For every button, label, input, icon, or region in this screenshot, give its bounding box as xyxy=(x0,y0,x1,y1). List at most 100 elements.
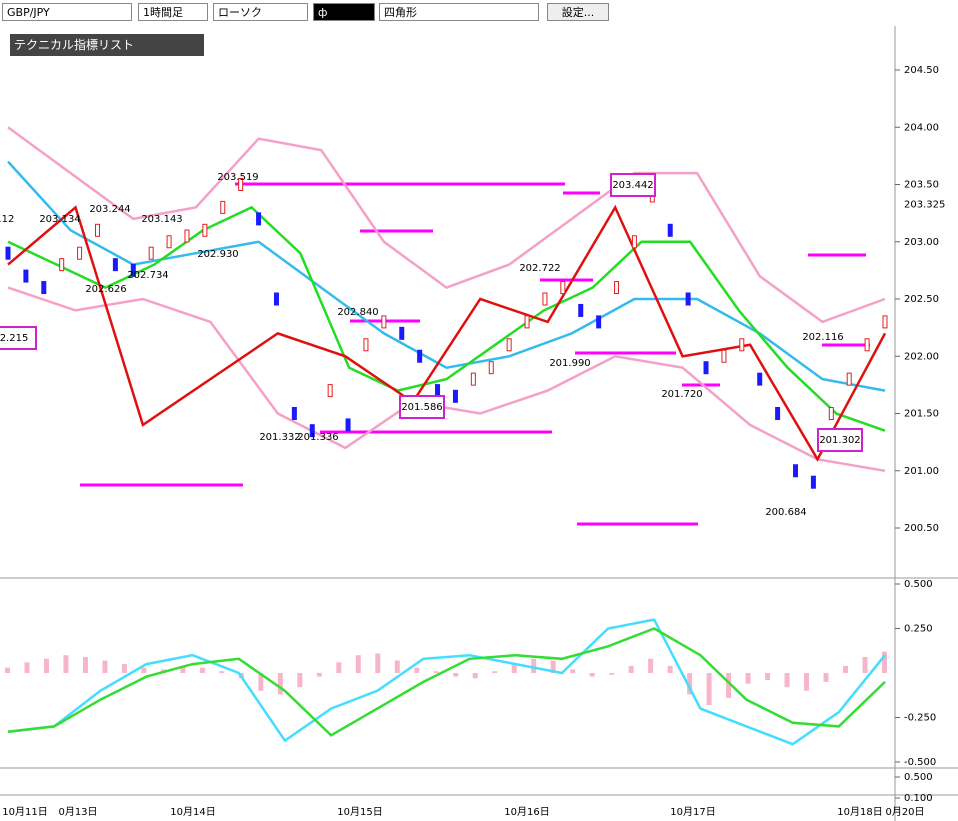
price-annotation: 201.990 xyxy=(549,358,590,369)
macd-bar xyxy=(394,660,400,673)
candle xyxy=(220,200,226,214)
price-annotation: 202.626 xyxy=(85,284,126,295)
signal-line xyxy=(7,627,886,737)
macd-bar xyxy=(765,673,771,681)
macd-line xyxy=(7,618,886,746)
candle xyxy=(685,292,691,306)
macd-bar xyxy=(43,658,49,673)
candle xyxy=(94,223,100,237)
candle xyxy=(452,389,458,403)
macd-bar xyxy=(121,664,127,673)
macd-bar xyxy=(667,665,673,673)
candle xyxy=(667,223,673,237)
candle xyxy=(793,464,799,478)
candle xyxy=(5,246,11,260)
candle xyxy=(864,338,870,352)
macd-bar xyxy=(5,667,10,673)
macd-bar xyxy=(375,653,381,673)
candle xyxy=(524,315,530,329)
candle xyxy=(828,407,834,420)
candle xyxy=(273,292,279,306)
candle xyxy=(77,246,83,260)
price-annotation: 202.722 xyxy=(519,263,560,274)
tool-select[interactable]: ф xyxy=(313,3,375,21)
macd-bar xyxy=(277,673,283,695)
macd-bar xyxy=(628,665,634,673)
macd-bar xyxy=(862,656,868,673)
price-label: 204.50 xyxy=(904,65,939,76)
macd-bar xyxy=(82,656,88,673)
macd-bar xyxy=(804,673,810,691)
price-label: 202.50 xyxy=(904,294,939,305)
macd-bar xyxy=(199,667,205,673)
price-label: 201.50 xyxy=(904,409,939,420)
macd-bar xyxy=(336,662,342,673)
price-annotation: 203.143 xyxy=(141,214,182,225)
candle xyxy=(470,372,476,386)
candle xyxy=(130,263,136,277)
band_upper-line xyxy=(7,126,886,324)
macd-bar xyxy=(726,673,732,698)
candle xyxy=(542,292,548,306)
candle xyxy=(739,338,745,352)
candle xyxy=(435,384,441,398)
price-annotation: 2.215 xyxy=(0,333,28,344)
settings-button[interactable]: 設定... xyxy=(547,3,609,21)
candle xyxy=(381,315,387,329)
macd-bar xyxy=(297,673,303,688)
candle xyxy=(166,235,172,249)
price-annotation: 202.734 xyxy=(127,270,168,281)
price-annotation: 200.684 xyxy=(765,507,806,518)
macd-bar xyxy=(609,673,615,675)
price-annotation: 203.244 xyxy=(89,204,130,215)
band_lower-line xyxy=(7,286,886,473)
macd-bar xyxy=(687,673,693,695)
macd-bar xyxy=(882,651,887,673)
macd-bar xyxy=(63,655,69,673)
candle xyxy=(703,361,709,375)
macd-bar xyxy=(24,662,30,673)
macd-bar xyxy=(745,673,751,684)
macd-bar xyxy=(843,665,849,673)
candle xyxy=(775,407,781,420)
label-box xyxy=(817,428,863,452)
timeframe-select[interactable]: 1時間足 xyxy=(138,3,208,21)
date-label: 10月11日 xyxy=(2,806,47,818)
candle xyxy=(112,258,118,272)
sub-label: 0.100 xyxy=(904,793,933,804)
price-annotation: 203.519 xyxy=(217,172,258,183)
macd-bar xyxy=(648,658,654,673)
candle xyxy=(23,269,29,283)
candle xyxy=(488,361,494,375)
macd-bar xyxy=(472,673,478,679)
macd-bar xyxy=(141,667,147,673)
oscillator-line xyxy=(7,204,887,462)
price-label: 204.00 xyxy=(904,122,939,133)
price-annotation: 203.134 xyxy=(39,214,80,225)
date-label: 10月14日 xyxy=(170,806,215,818)
macd-bar xyxy=(784,673,790,688)
ma_slow-line xyxy=(7,160,886,392)
indicator-panel[interactable]: テクニカル指標リスト xyxy=(10,34,204,56)
macd-label: 0.500 xyxy=(904,579,933,590)
candle xyxy=(41,281,47,295)
label-box xyxy=(399,395,445,419)
candle xyxy=(631,235,637,249)
macd-label: -0.500 xyxy=(904,757,936,768)
ma_fast-line xyxy=(7,205,886,432)
symbol-select[interactable]: GBP/JPY xyxy=(2,3,132,21)
price-annotation: 202.930 xyxy=(197,249,238,260)
candle xyxy=(309,424,315,438)
candle xyxy=(327,384,333,398)
candle xyxy=(363,338,369,352)
candle xyxy=(721,349,727,363)
candle xyxy=(506,338,512,352)
current-price: 203.325 xyxy=(904,200,945,211)
style-select[interactable]: ローソク xyxy=(213,3,308,21)
date-label: 0月20日 xyxy=(885,806,924,818)
price-annotation: 202.116 xyxy=(802,332,843,343)
shape-field[interactable]: 四角形 xyxy=(379,3,539,21)
candle xyxy=(596,315,602,329)
candle xyxy=(417,349,423,363)
